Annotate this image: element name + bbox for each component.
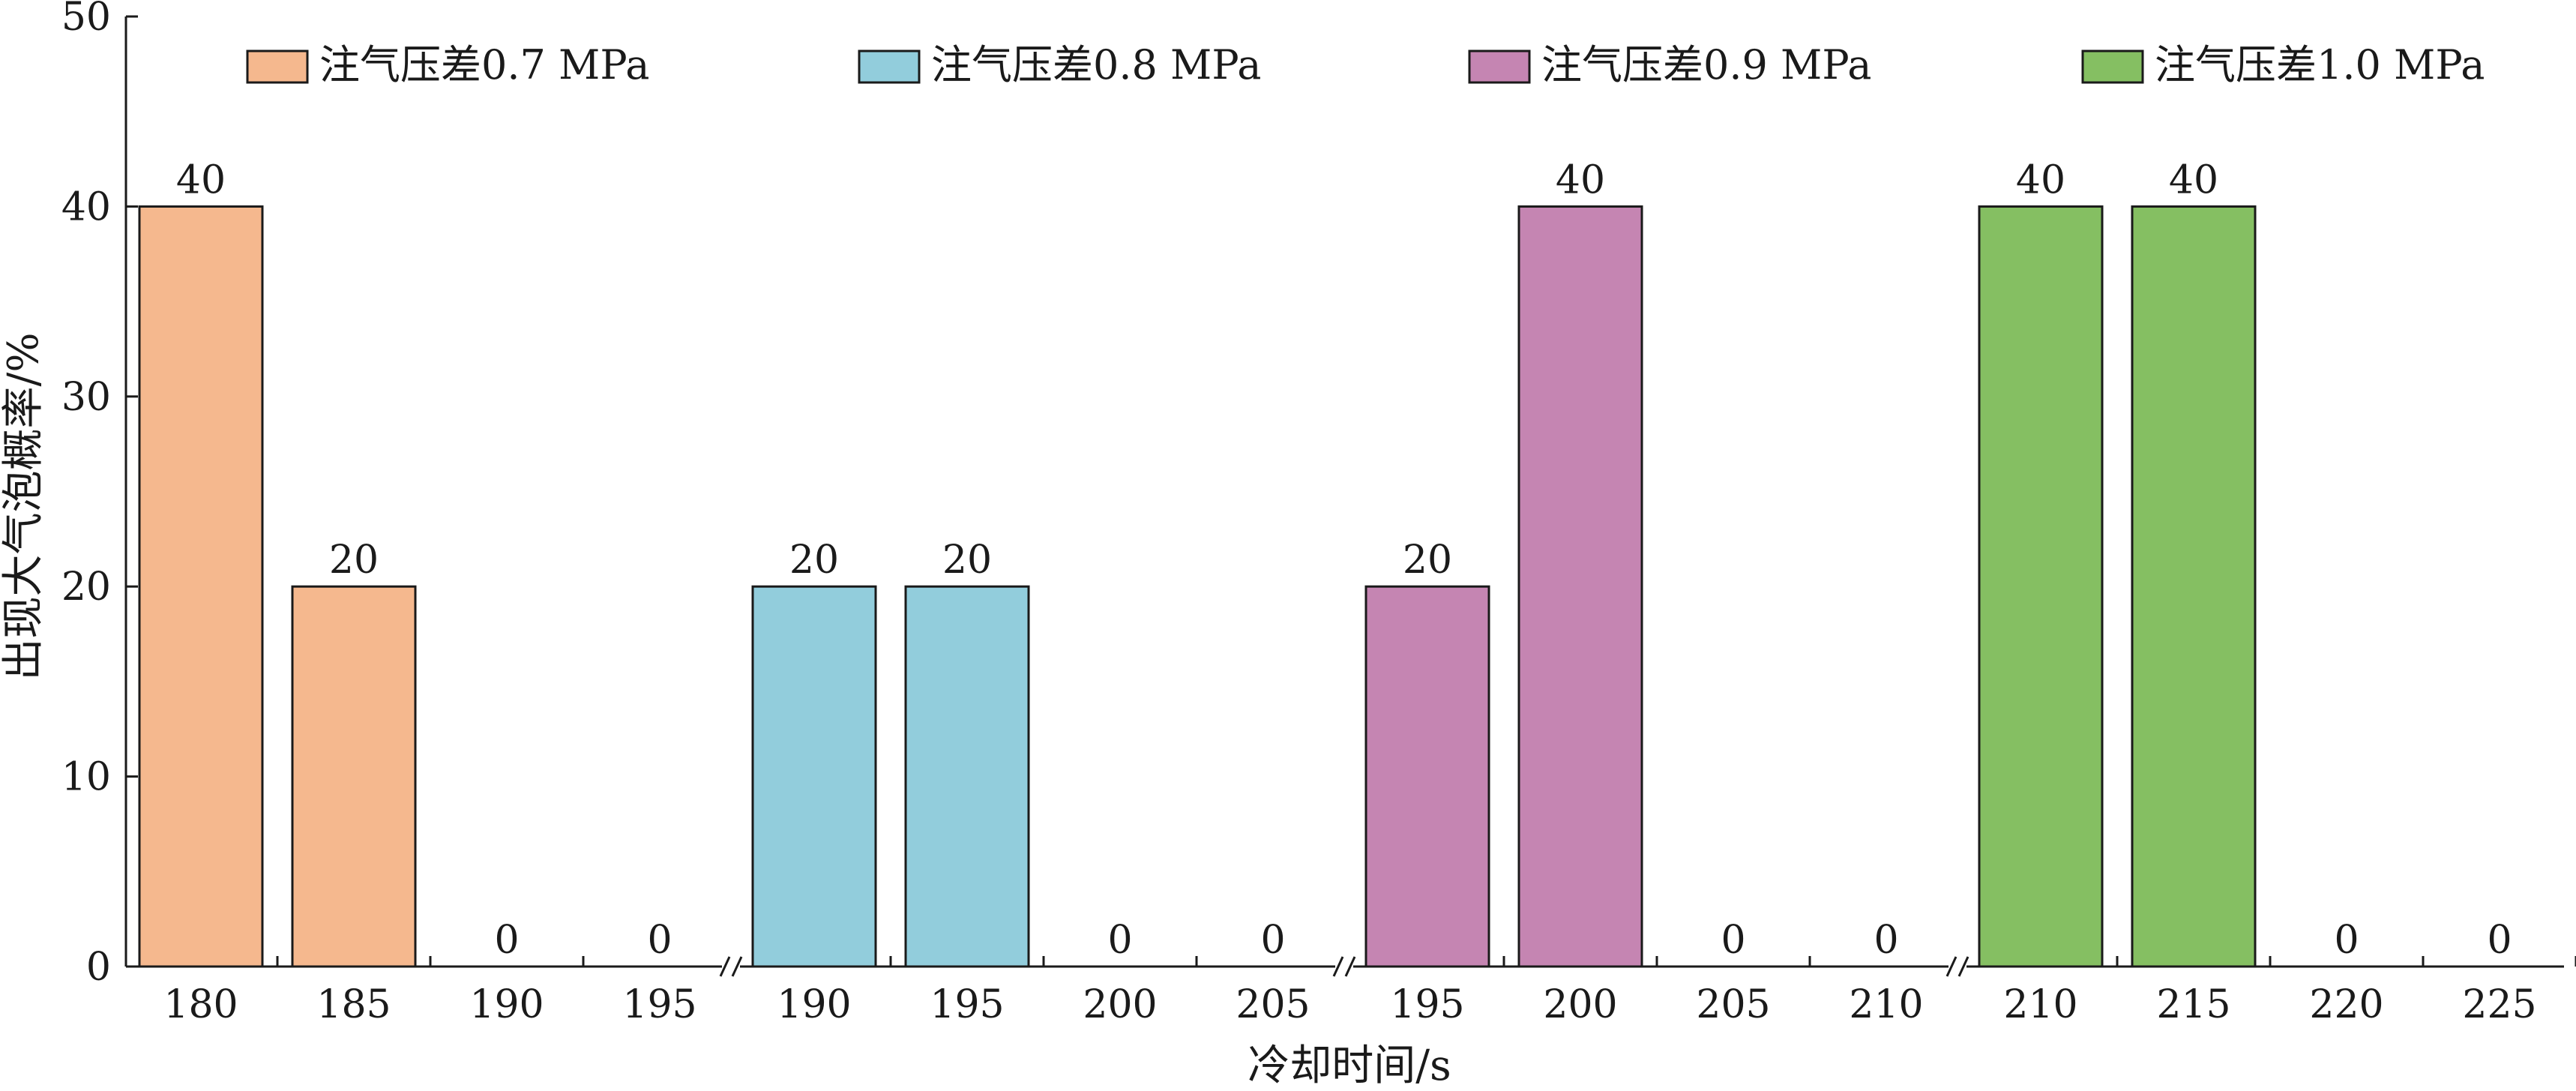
- y-axis-title: 出现大气泡概率/%: [0, 332, 48, 680]
- legend-swatch: [1468, 49, 1531, 84]
- x-tick-label: 220: [2309, 982, 2383, 1027]
- data-label: 0: [1874, 918, 1898, 963]
- bars: [138, 205, 2257, 968]
- data-label: 40: [2016, 157, 2065, 202]
- axis-break-mark: [1945, 956, 1957, 977]
- y-tick-label: 20: [61, 565, 111, 610]
- x-tick-label: 195: [1390, 982, 1464, 1027]
- bar: [1517, 205, 1643, 968]
- x-tick-label: 185: [316, 982, 391, 1027]
- data-label: 0: [1260, 918, 1285, 963]
- legend-label: 注气压差0.8 MPa: [931, 41, 1261, 88]
- bar: [904, 585, 1030, 968]
- x-tick-label: 180: [163, 982, 238, 1027]
- data-label: 0: [2334, 918, 2359, 963]
- y-tick-label: 0: [86, 945, 111, 990]
- data-label: 20: [1403, 538, 1452, 583]
- axis-break-mark: [1344, 956, 1356, 977]
- data-label: 0: [647, 918, 672, 963]
- x-tick-label: 205: [1696, 982, 1770, 1027]
- bar: [138, 205, 264, 968]
- data-label: 20: [789, 538, 839, 583]
- axes: 180 185 190 195 190 195 200 205 195 200 205 210 210 2…: [61, 0, 2576, 1027]
- legend-swatch: [2081, 49, 2144, 84]
- data-label: 0: [2487, 918, 2512, 963]
- legend: 注气压差0.7 MPa 注气压差0.8 MPa 注气压差0.9 MPa 注气压差1.0…: [246, 41, 2485, 88]
- x-tick-label: 210: [2003, 982, 2077, 1027]
- legend-label: 注气压差0.7 MPa: [319, 41, 649, 88]
- axis-break-mark: [731, 956, 743, 977]
- x-tick-label: 195: [622, 982, 696, 1027]
- data-label: 0: [1107, 918, 1132, 963]
- legend-swatch: [858, 49, 921, 84]
- x-axis-title: 冷却时间/s: [1248, 1042, 1451, 1090]
- data-label: 20: [329, 538, 379, 583]
- data-label: 40: [176, 157, 226, 202]
- y-tick-label: 10: [61, 755, 111, 800]
- legend-label: 注气压差1.0 MPa: [2155, 41, 2485, 88]
- bar: [2131, 205, 2257, 968]
- data-label: 20: [942, 538, 992, 583]
- data-label: 40: [1556, 157, 1605, 202]
- x-tick-label: 200: [1543, 982, 1617, 1027]
- y-tick-label: 40: [61, 184, 111, 229]
- x-tick-label: 200: [1083, 982, 1157, 1027]
- x-tick-label: 190: [777, 982, 851, 1027]
- legend-label: 注气压差0.9 MPa: [1541, 41, 1871, 88]
- y-tick-label: 30: [61, 375, 111, 420]
- data-labels: 40 20 0 0 20 20 0 0 20 40 0 0 40 40 0 0: [176, 157, 2512, 963]
- data-label: 40: [2169, 157, 2218, 202]
- axis-break-mark: [1957, 956, 1969, 977]
- y-tick-label: 50: [61, 0, 111, 40]
- axis-breaks: [719, 956, 1969, 977]
- bar: [751, 585, 877, 968]
- x-tick-label: 225: [2462, 982, 2536, 1027]
- x-tick-label: 210: [1849, 982, 1923, 1027]
- data-label: 0: [1721, 918, 1745, 963]
- bar: [1364, 585, 1490, 968]
- axis-break-mark: [1332, 956, 1344, 977]
- x-tick-label: 195: [930, 982, 1004, 1027]
- data-label: 0: [494, 918, 519, 963]
- x-tick-label: 215: [2156, 982, 2230, 1027]
- legend-swatch: [246, 49, 309, 84]
- bar: [291, 585, 417, 968]
- bar: [1978, 205, 2104, 968]
- axis-break-mark: [719, 956, 731, 977]
- x-tick-label: 205: [1236, 982, 1310, 1027]
- x-tick-label: 190: [469, 982, 544, 1027]
